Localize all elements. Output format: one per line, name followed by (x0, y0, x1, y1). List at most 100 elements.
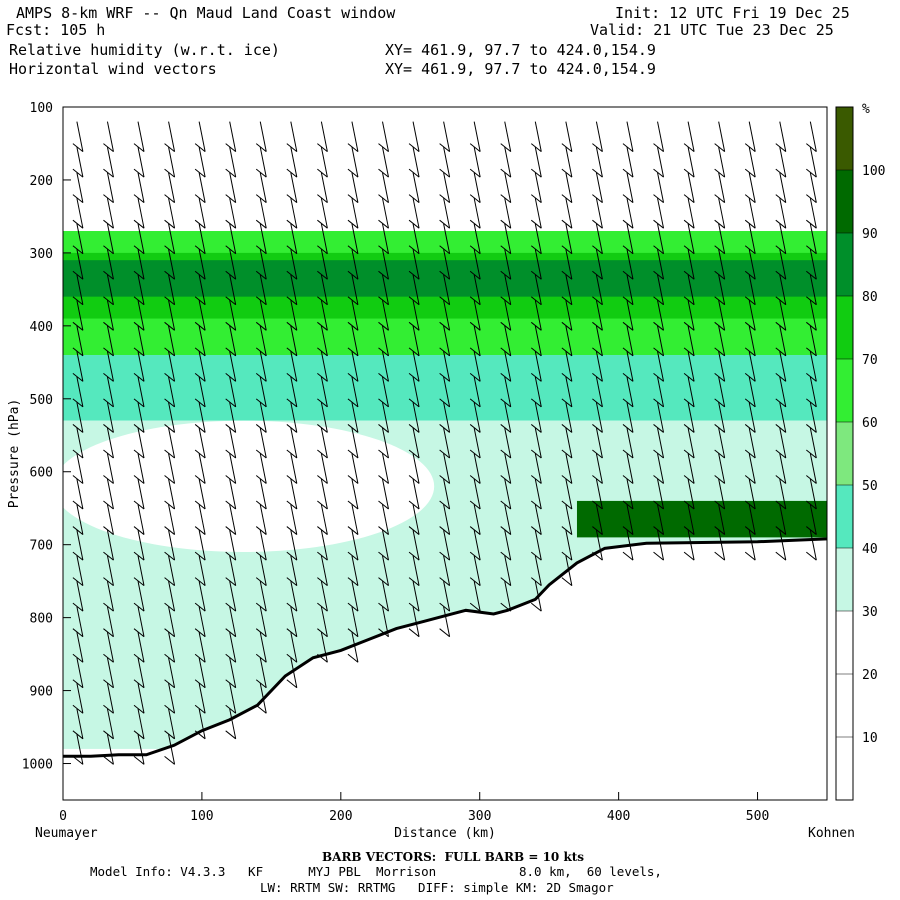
field2-xy: XY= 461.9, 97.7 to 424.0,154.9 (385, 60, 656, 78)
wind-barb (351, 223, 359, 254)
wind-barb (290, 274, 298, 305)
wind-barb (626, 453, 634, 484)
wind-barb-flag (806, 245, 817, 255)
wind-barb (320, 555, 328, 586)
wind-barb (76, 555, 84, 586)
wind-barb (595, 198, 603, 229)
wind-barb-flag (744, 372, 756, 382)
wind-barb (137, 734, 145, 765)
wind-barb (198, 708, 206, 739)
wind-barb-flag (194, 551, 206, 561)
wind-barb-flag (194, 653, 206, 663)
wind-barb-flag (103, 168, 114, 178)
wind-barb (259, 402, 267, 433)
wind-barb (76, 734, 84, 765)
wind-barb (76, 172, 84, 203)
wind-barb (259, 478, 267, 510)
wind-barb (198, 581, 206, 612)
wind-barb-flag (653, 143, 664, 152)
wind-barb (534, 223, 542, 254)
wind-barb (320, 249, 328, 280)
wind-barb (534, 402, 542, 433)
wind-barb (748, 300, 756, 331)
wind-barb-flag (194, 704, 206, 714)
wind-barb-flag (286, 219, 298, 229)
wind-barb-flag (622, 526, 634, 535)
wind-barb-flag (225, 245, 237, 255)
wind-barb-flag (653, 270, 664, 280)
wind-barb-flag (133, 219, 145, 229)
wind-barb-flag (317, 194, 328, 204)
wind-barb (443, 172, 451, 203)
wind-barb (259, 657, 267, 688)
wind-barb (290, 121, 298, 152)
wind-barb-flag (194, 372, 206, 382)
wind-barb-flag (408, 143, 420, 152)
wind-barb (595, 249, 603, 280)
wind-barb (106, 478, 114, 510)
wind-barb-flag (806, 296, 817, 306)
wind-barb-flag (500, 245, 512, 255)
wind-barb (718, 198, 726, 229)
wind-barb (137, 478, 145, 510)
wind-barb-flag (408, 296, 420, 306)
wind-barb-flag (683, 347, 695, 357)
wind-barb (443, 249, 451, 280)
wind-barb-flag (194, 245, 206, 255)
wind-barb-flag (72, 194, 84, 204)
wind-barb-flag (133, 449, 145, 459)
wind-barb-flag (103, 424, 114, 433)
colorbar-label: 70 (862, 353, 878, 368)
wind-barb-flag (378, 500, 389, 510)
field1-label: Relative humidity (w.r.t. ice) (9, 41, 280, 59)
wind-barb (504, 274, 512, 305)
wind-barb (76, 453, 84, 484)
wind-barb (198, 325, 206, 356)
wind-barb-flag (347, 347, 359, 357)
wind-barb (473, 504, 481, 535)
wind-barb-flag (72, 730, 84, 740)
wind-barb-flag (286, 398, 298, 408)
wind-barb-flag (103, 704, 114, 714)
wind-barb-flag (133, 628, 145, 638)
wind-barb (351, 427, 359, 459)
wind-barb-flag (225, 347, 237, 357)
wind-barb-flag (561, 398, 573, 408)
wind-barb (718, 478, 726, 510)
wind-barb-flag (744, 194, 756, 204)
wind-barb-flag (622, 475, 634, 484)
wind-barb-flag (469, 143, 481, 152)
wind-barb-flag (164, 449, 175, 459)
wind-barb (412, 274, 420, 305)
wind-barb-flag (72, 398, 84, 408)
wind-barb (259, 606, 267, 637)
wind-barb (198, 147, 206, 178)
wind-barb-flag (317, 475, 328, 484)
wind-barb-flag (255, 704, 267, 714)
wind-barb-flag (592, 551, 603, 561)
wind-barb-flag (133, 653, 145, 663)
wind-barb-flag (255, 424, 267, 433)
wind-barb-flag (347, 424, 359, 433)
wind-barb (412, 504, 420, 535)
wind-barb-flag (378, 475, 389, 484)
wind-barb-flag (592, 296, 603, 306)
wind-barb-flag (622, 143, 634, 152)
wind-barb-flag (317, 526, 328, 535)
wind-barb-flag (469, 500, 481, 510)
wind-barb (106, 325, 114, 356)
wind-barb-flag (408, 475, 420, 484)
wind-barb (473, 198, 481, 229)
wind-barb (473, 529, 481, 561)
wind-barb (779, 147, 787, 178)
wind-barb-flag (133, 372, 145, 382)
wind-barb (504, 402, 512, 433)
wind-barb (687, 121, 695, 152)
wind-barb (382, 504, 389, 535)
wind-barb-flag (500, 372, 512, 382)
wind-barb-flag (317, 424, 328, 433)
wind-barb (595, 427, 603, 459)
wind-barb-flag (378, 270, 389, 280)
wind-barb-flag (775, 398, 787, 408)
wind-barb (412, 581, 420, 612)
